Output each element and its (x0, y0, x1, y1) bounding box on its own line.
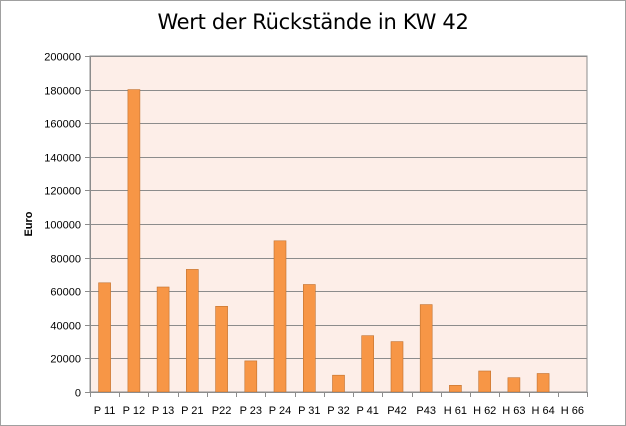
y-tick-label: 40000 (50, 321, 81, 333)
y-tick-label: 60000 (50, 287, 81, 299)
x-tick-label: H 62 (473, 405, 496, 417)
x-tick-label: P 12 (123, 405, 145, 417)
x-tick-label: P 41 (356, 405, 378, 417)
y-tick-label: 80000 (50, 254, 81, 266)
x-tick-label: P 32 (327, 405, 349, 417)
y-tick-label: 120000 (44, 186, 81, 198)
bar-h64 (536, 373, 550, 393)
y-tick-labels: 0 20000 40000 60000 80000 100000 120000 140000 1… (44, 52, 81, 400)
bar-p43 (419, 304, 433, 393)
y-tick-label: 180000 (44, 86, 81, 98)
bar-p41 (361, 335, 375, 393)
x-tick-label: P22 (212, 405, 232, 417)
x-tick-label: H 66 (561, 405, 584, 417)
bar-h61 (449, 384, 462, 393)
x-tick-label: H 61 (444, 405, 467, 417)
y-tick-label: 0 (75, 388, 81, 400)
y-tick-label: 20000 (50, 354, 81, 366)
y-tick-label: 200000 (44, 52, 81, 64)
bar-p22 (215, 305, 228, 393)
axes (85, 56, 588, 397)
x-tick-label: P 24 (269, 405, 291, 417)
bar-p24 (273, 240, 287, 393)
x-tick-label: P 31 (298, 405, 320, 417)
bar-p32 (332, 374, 345, 393)
x-tick-label: P42 (387, 405, 407, 417)
bar-p11 (98, 282, 111, 393)
bar-p21 (186, 269, 199, 393)
bar-p12 (127, 89, 141, 393)
x-tick-label: H 64 (531, 405, 554, 417)
x-tick-label: P43 (416, 405, 436, 417)
y-tick-label: 140000 (44, 153, 81, 165)
bar-p23 (244, 360, 258, 393)
chart-title: Wert der Rückstände in KW 42 (157, 10, 469, 34)
x-tick-label: H 63 (502, 405, 525, 417)
bar-h62 (478, 370, 492, 393)
gridlines (90, 56, 587, 359)
x-tick-labels: P 11 P 12 P 13 P 21 P22 P 23 P 24 P 31 P 32 P 41 P… (94, 405, 584, 417)
bar-h63 (507, 377, 521, 393)
bar-p42 (390, 341, 404, 393)
y-tick-label: 160000 (44, 119, 81, 131)
bar-p13 (156, 286, 170, 393)
x-tick-label: P 13 (152, 405, 174, 417)
x-tick-label: P 23 (240, 405, 262, 417)
bar-p31 (302, 284, 316, 393)
bars (98, 89, 550, 393)
y-axis-title: Euro (23, 211, 35, 236)
x-tick-label: P 21 (181, 405, 203, 417)
y-tick-label: 100000 (44, 220, 81, 232)
x-tick-label: P 11 (94, 405, 116, 417)
